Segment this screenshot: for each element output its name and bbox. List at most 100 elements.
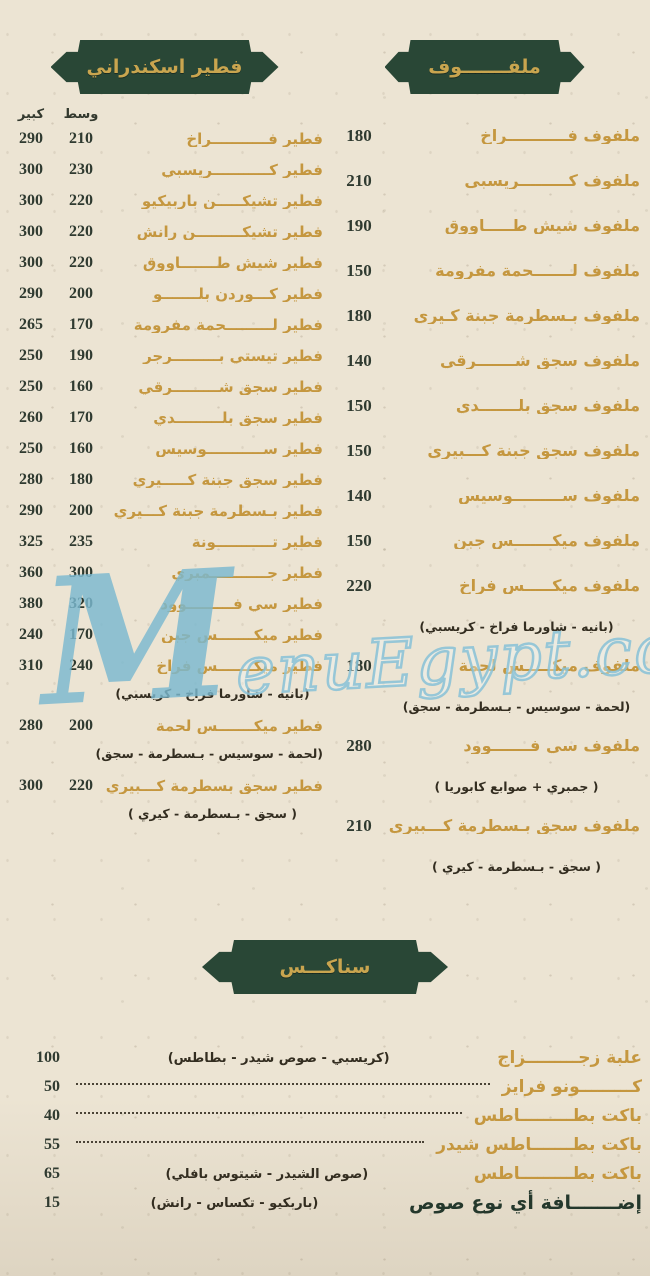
item-name: ملفوف كـــــــــريسبي — [464, 173, 640, 189]
menu-item-row: فطير سجق بلـــــــــدي 170 260 — [6, 407, 323, 429]
snack-row: باكت بطـــــــــاطس (صوص الشيدر - شيتوس ب… — [10, 1162, 642, 1186]
price-medium: 190 — [69, 347, 93, 364]
item-name: فطير كـــوردن بلـــــــو — [152, 286, 323, 302]
snack-name: كـــــــــونو فرايز — [501, 1076, 642, 1097]
price-medium: 235 — [69, 533, 93, 550]
snack-price: 15 — [44, 1194, 60, 1211]
menu-item-row: فطير تيستي بـــــــــرجر 190 250 — [6, 345, 323, 367]
item-name: فطير لـــــــــحمة مفرومة — [133, 317, 323, 333]
item-name: ملفوف سجق جبنة كـــبيري — [427, 443, 640, 459]
item-name: ملفوف سجق بـسطرمة كـــبيري — [389, 818, 640, 834]
snack-row: باكت بطـــــــــاطس 40 — [10, 1104, 642, 1128]
price-large: 250 — [19, 440, 43, 457]
price-medium: 320 — [69, 595, 93, 612]
item-price: 150 — [346, 441, 372, 460]
price-medium: 220 — [69, 223, 93, 240]
menu-item-row: فطير سجق بسطرمة كـــبيري 220 300 — [6, 775, 323, 797]
item-name: فطير سجق بلـــــــــدي — [153, 410, 323, 426]
price-large: 290 — [19, 502, 43, 519]
item-price: 220 — [346, 576, 372, 595]
item-name: فطير ســـــــــــوسيس — [155, 441, 323, 457]
price-large: 250 — [19, 347, 43, 364]
item-subtitle: ( سجق - بـسطرمة - كيري ) — [431, 859, 602, 874]
item-name: ملفوف سجق بلـــــــدي — [455, 398, 640, 414]
menu-item-row: ملفوف سي فـــــــوود 280 — [329, 734, 640, 758]
menu-item-row: ملفوف بـسطرمة جبنة كـيري 180 — [329, 304, 640, 328]
price-medium: 160 — [69, 378, 93, 395]
snacks-title: سناكـــس — [279, 956, 371, 978]
item-name: فطير فـــــــــــراخ — [186, 131, 323, 147]
price-medium: 220 — [69, 192, 93, 209]
item-price: 150 — [346, 261, 372, 280]
menu-item-row: فطير سجق شـــــــــرقي 160 250 — [6, 376, 323, 398]
snack-row: باكت بطـــــــاطس شيدر 55 — [10, 1133, 642, 1157]
item-name: ملفوف ميكـــــس لحمة — [458, 658, 640, 674]
fateer-badge: فطير اسكندراني — [50, 40, 279, 94]
menu-item-row: ملفوف لـــــــحمة مفرومة 150 — [329, 259, 640, 283]
snack-note: (صوص الشيدر - شيتوس بافلي) — [165, 1166, 369, 1182]
dotted-leader — [76, 1083, 490, 1085]
snack-name: علبة زجـــــــــزاج — [497, 1047, 642, 1068]
price-large: 250 — [19, 378, 43, 395]
snack-note: (كريسبي - صوص شيدر - بطاطس) — [167, 1050, 390, 1066]
menu-item-row: فطير جـــــــــــمبري 300 360 — [6, 562, 323, 584]
size-label-large: كبير — [17, 106, 45, 122]
item-name: ملفوف بـسطرمة جبنة كـيري — [413, 308, 640, 324]
dotted-leader — [76, 1141, 425, 1143]
price-medium: 170 — [69, 626, 93, 643]
item-price: 140 — [346, 351, 372, 370]
price-medium: 200 — [69, 717, 93, 734]
price-medium: 170 — [69, 409, 93, 426]
snack-price: 50 — [44, 1078, 60, 1095]
price-medium: 210 — [69, 130, 93, 147]
item-name: ملفوف ســـــــــوسيس — [457, 488, 640, 504]
item-subtitle: (لحمة - سوسيس - بـسطرمة - سجق) — [402, 699, 631, 714]
item-subtitle: ( سجق - بـسطرمة - كيري ) — [127, 806, 298, 821]
menu-item-row: فطير تشيكـــــن باربيكيو 220 300 — [6, 190, 323, 212]
item-name: ملفوف شيش طـــــاووق — [444, 218, 640, 234]
price-large: 290 — [19, 130, 43, 147]
item-price: 150 — [346, 396, 372, 415]
menu-item-row: ملفوف سجق جبنة كـــبيري 150 — [329, 439, 640, 463]
menu-item-row: ملفوف سجق بلـــــــدي 150 — [329, 394, 640, 418]
item-price: 280 — [346, 736, 372, 755]
item-price: 150 — [346, 531, 372, 550]
snack-row: إضـــــــافة أي نوع صوص (باربكيو - تكساس … — [10, 1191, 642, 1215]
price-large: 300 — [19, 161, 43, 178]
menu-item-row: فطير تـــــــــــونة 235 325 — [6, 531, 323, 553]
item-name: فطير تشيكـــــــــن رانش — [136, 224, 323, 240]
malfouf-rows: ملفوف فـــــــــــراخ 180 ملفوف كــــــــ… — [329, 124, 640, 875]
item-name: ملفوف سجق شـــــــرقي — [439, 353, 640, 369]
menu-item-row: ملفوف فـــــــــــراخ 180 — [329, 124, 640, 148]
size-label-medium: وسط — [63, 106, 99, 122]
price-large: 300 — [19, 254, 43, 271]
snack-name: باكت بطـــــــاطس شيدر — [436, 1134, 642, 1155]
snack-price: 40 — [44, 1107, 60, 1124]
item-price: 180 — [346, 126, 372, 145]
item-subtitle: (بانيه - شاورما فراخ - كريسبي) — [419, 619, 614, 634]
price-medium: 300 — [69, 564, 93, 581]
snack-name: باكت بطـــــــــاطس — [473, 1105, 642, 1126]
price-large: 290 — [19, 285, 43, 302]
snack-row: علبة زجـــــــــزاج (كريسبي - صوص شيدر - … — [10, 1046, 642, 1070]
menu-item-row: ملفوف سجق بـسطرمة كـــبيري 210 — [329, 814, 640, 838]
menu-item-row: فطير كـــــــــــريسبي 230 300 — [6, 159, 323, 181]
price-medium: 230 — [69, 161, 93, 178]
menu-item-row: فطير فـــــــــــراخ 210 290 — [6, 128, 323, 150]
price-medium: 170 — [69, 316, 93, 333]
malfouf-title: ملفـــــــوف — [428, 56, 541, 78]
item-name: فطير تشيكـــــن باربيكيو — [141, 193, 323, 209]
malfouf-badge: ملفـــــــوف — [384, 40, 585, 94]
price-large: 260 — [19, 409, 43, 426]
menu-item-row: فطير لـــــــــحمة مفرومة 170 265 — [6, 314, 323, 336]
price-large: 300 — [19, 223, 43, 240]
item-name: فطير ميكـــــــس جبن — [161, 627, 323, 643]
menu-item-row: ملفوف شيش طـــــاووق 190 — [329, 214, 640, 238]
menu-item-row: فطير بـسطرمة جبنة كـــيري 200 290 — [6, 500, 323, 522]
item-name: فطير كـــــــــــريسبي — [161, 162, 323, 178]
price-large: 360 — [19, 564, 43, 581]
menu-item-row: فطير ســـــــــــوسيس 160 250 — [6, 438, 323, 460]
menu-item-row: فطير سجق جبنة كـــــيري 180 280 — [6, 469, 323, 491]
price-medium: 240 — [69, 657, 93, 674]
